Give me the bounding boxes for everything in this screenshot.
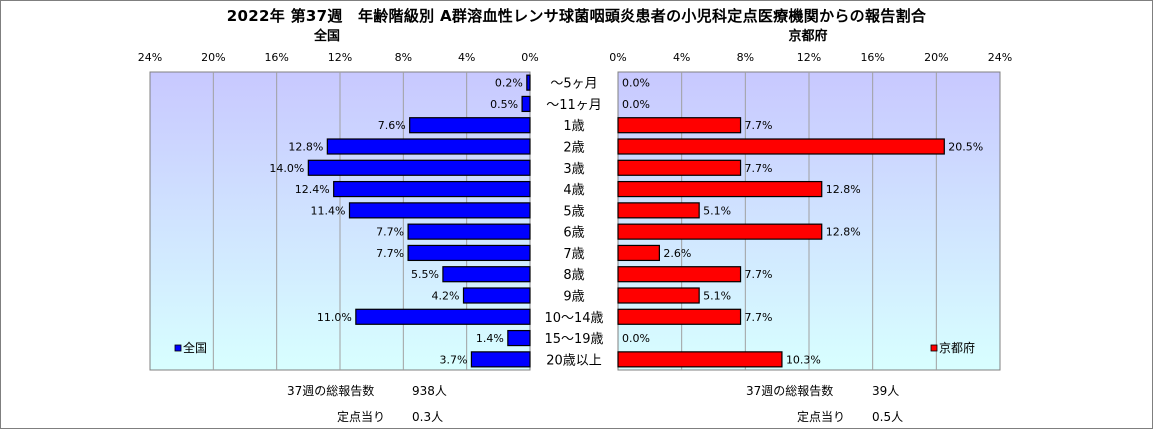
kyoto-value-label: 5.1% bbox=[703, 204, 731, 217]
kyoto-value-label: 7.7% bbox=[745, 119, 773, 132]
age-category-label: 20歳以上 bbox=[546, 353, 602, 368]
national-value-label: 12.4% bbox=[295, 183, 330, 196]
kyoto-tick-label: 12% bbox=[797, 51, 821, 64]
kyoto-tick-label: 4% bbox=[673, 51, 690, 64]
kyoto-per-site-label: 定点当り bbox=[797, 410, 846, 424]
chart-title: 2022年 第37週 年齢階級別 A群溶血性レンサ球菌咽頭炎患者の小児科定点医療… bbox=[226, 7, 927, 25]
kyoto-bar bbox=[617, 351, 783, 368]
kyoto-per-site-value: 0.5人 bbox=[872, 410, 904, 424]
kyoto-bar bbox=[617, 244, 660, 262]
national-bar bbox=[409, 117, 531, 134]
kyoto-bar bbox=[617, 159, 742, 176]
age-category-label: 1歳 bbox=[563, 119, 584, 134]
national-total-value: 938人 bbox=[412, 384, 447, 398]
national-value-label: 1.4% bbox=[476, 332, 504, 345]
national-bar bbox=[355, 308, 531, 325]
national-value-label: 11.4% bbox=[311, 204, 346, 217]
kyoto-bar bbox=[617, 202, 700, 219]
kyoto-legend-label: 京都府 bbox=[939, 340, 975, 355]
age-category-label: 3歳 bbox=[563, 162, 584, 177]
age-category-label: ～11ヶ月 bbox=[546, 98, 602, 113]
kyoto-chart-title: 京都府 bbox=[788, 28, 827, 44]
age-category-label: 4歳 bbox=[563, 183, 584, 198]
national-bar bbox=[442, 266, 531, 283]
age-category-label: 6歳 bbox=[563, 226, 584, 241]
kyoto-total-label: 37週の総報告数 bbox=[746, 384, 834, 398]
national-bar bbox=[521, 95, 531, 113]
national-value-label: 7.7% bbox=[376, 226, 404, 239]
kyoto-legend-swatch bbox=[930, 344, 938, 352]
national-value-label: 5.5% bbox=[411, 268, 439, 281]
national-value-label: 3.7% bbox=[439, 353, 467, 366]
kyoto-value-label: 12.8% bbox=[826, 183, 861, 196]
national-tick-label: 8% bbox=[395, 51, 412, 64]
kyoto-value-label: 0.0% bbox=[622, 332, 650, 345]
national-value-label: 7.7% bbox=[376, 247, 404, 260]
age-category-label: 10～14歳 bbox=[544, 311, 603, 326]
kyoto-value-label: 0.0% bbox=[622, 77, 650, 90]
national-value-label: 0.2% bbox=[495, 77, 523, 90]
kyoto-value-label: 5.1% bbox=[703, 290, 731, 303]
national-bar bbox=[333, 180, 531, 198]
national-value-label: 4.2% bbox=[432, 290, 460, 303]
national-bar bbox=[407, 223, 531, 240]
national-value-label: 0.5% bbox=[490, 98, 518, 111]
national-tick-label: 12% bbox=[328, 51, 352, 64]
national-chart-title: 全国 bbox=[313, 28, 340, 44]
national-per-site-label: 定点当り bbox=[337, 410, 386, 424]
national-bar bbox=[507, 329, 531, 347]
national-bar bbox=[470, 351, 531, 368]
kyoto-bar bbox=[617, 138, 945, 155]
kyoto-value-label: 7.7% bbox=[745, 162, 773, 175]
national-bar bbox=[307, 159, 531, 176]
kyoto-total-value: 39人 bbox=[872, 384, 900, 398]
national-tick-label: 0% bbox=[521, 51, 538, 64]
national-bar bbox=[462, 287, 531, 304]
kyoto-value-label: 7.7% bbox=[745, 268, 773, 281]
national-bar bbox=[407, 244, 531, 262]
kyoto-tick-label: 8% bbox=[737, 51, 754, 64]
kyoto-tick-label: 20% bbox=[924, 51, 948, 64]
national-legend-swatch bbox=[174, 344, 182, 352]
kyoto-tick-label: 16% bbox=[860, 51, 884, 64]
kyoto-value-label: 7.7% bbox=[745, 311, 773, 324]
national-bar bbox=[348, 202, 531, 219]
kyoto-value-label: 10.3% bbox=[786, 353, 821, 366]
kyoto-tick-label: 0% bbox=[609, 51, 626, 64]
national-total-label: 37週の総報告数 bbox=[287, 384, 375, 398]
kyoto-value-label: 12.8% bbox=[826, 226, 861, 239]
age-category-label: 9歳 bbox=[563, 290, 584, 305]
kyoto-bar bbox=[617, 266, 742, 283]
national-tick-label: 16% bbox=[264, 51, 288, 64]
national-legend-label: 全国 bbox=[183, 340, 207, 355]
kyoto-value-label: 2.6% bbox=[663, 247, 691, 260]
kyoto-bar bbox=[617, 117, 742, 134]
national-per-site-value: 0.3人 bbox=[412, 410, 444, 424]
national-value-label: 7.6% bbox=[378, 119, 406, 132]
age-category-label: 7歳 bbox=[563, 247, 584, 262]
age-category-label: 8歳 bbox=[563, 268, 584, 283]
kyoto-value-label: 20.5% bbox=[948, 141, 983, 154]
age-category-label: 15～19歳 bbox=[544, 332, 603, 347]
national-tick-label: 20% bbox=[201, 51, 225, 64]
kyoto-bar bbox=[617, 180, 823, 198]
national-bar bbox=[326, 138, 531, 155]
kyoto-bar bbox=[617, 308, 742, 325]
age-category-label: 2歳 bbox=[563, 141, 584, 156]
national-value-label: 12.8% bbox=[288, 141, 323, 154]
national-value-label: 11.0% bbox=[317, 311, 352, 324]
kyoto-value-label: 0.0% bbox=[622, 98, 650, 111]
age-category-label: 5歳 bbox=[563, 204, 584, 219]
kyoto-tick-label: 24% bbox=[988, 51, 1012, 64]
kyoto-bar bbox=[617, 223, 823, 240]
kyoto-bar bbox=[617, 287, 700, 304]
national-tick-label: 24% bbox=[138, 51, 162, 64]
national-bar bbox=[526, 74, 531, 91]
national-tick-label: 4% bbox=[458, 51, 475, 64]
age-category-label: ～5ヶ月 bbox=[550, 77, 597, 92]
national-value-label: 14.0% bbox=[269, 162, 304, 175]
